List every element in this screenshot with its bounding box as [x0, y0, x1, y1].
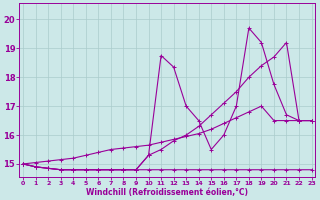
- X-axis label: Windchill (Refroidissement éolien,°C): Windchill (Refroidissement éolien,°C): [86, 188, 248, 197]
